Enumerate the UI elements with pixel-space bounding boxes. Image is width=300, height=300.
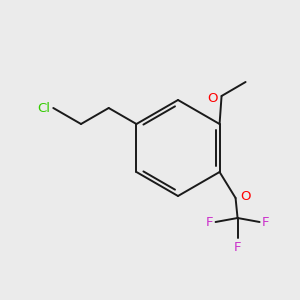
Text: F: F — [234, 241, 241, 254]
Text: F: F — [262, 215, 269, 229]
Text: O: O — [207, 92, 217, 104]
Text: O: O — [241, 190, 251, 202]
Text: Cl: Cl — [37, 101, 50, 115]
Text: F: F — [206, 215, 214, 229]
